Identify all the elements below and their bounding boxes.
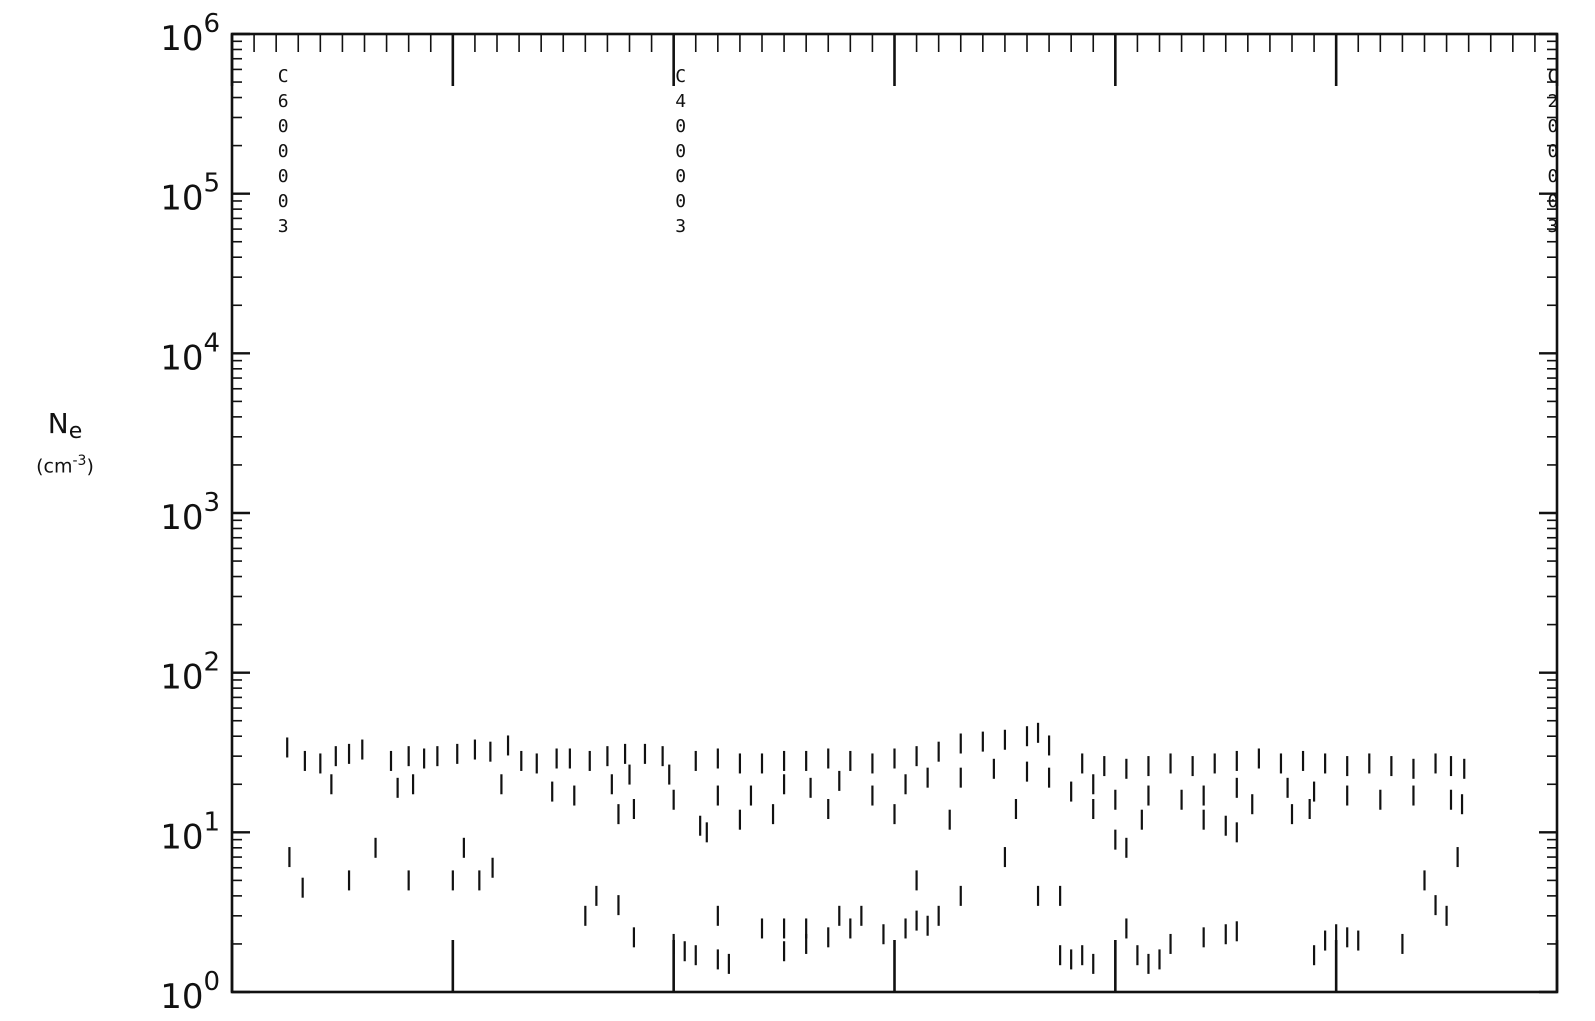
annotation-char: 6 bbox=[278, 91, 289, 112]
y-axis-label: Ne (cm-3) bbox=[10, 408, 120, 479]
annotation-char: 0 bbox=[675, 141, 686, 162]
annotation-char: 0 bbox=[278, 141, 289, 162]
y-tick-label: 100 bbox=[160, 967, 220, 1017]
data-marks bbox=[286, 722, 1466, 974]
series-annotation: C 2 0 0 0 0 3 bbox=[1548, 66, 1559, 237]
y-tick-label: 101 bbox=[160, 807, 220, 857]
y-tick-label: 102 bbox=[160, 648, 220, 698]
series-annotation: C 4 0 0 0 0 3 bbox=[675, 66, 686, 237]
series-annotation: C 6 0 0 0 0 3 bbox=[278, 66, 289, 237]
annotation-char: 0 bbox=[1548, 191, 1559, 212]
annotation-char: C bbox=[675, 66, 686, 87]
annotation-char: 3 bbox=[675, 216, 686, 237]
y-tick-labels: 100 101 102 103 104 105 106 bbox=[160, 9, 220, 1017]
y-tick-label: 105 bbox=[160, 169, 220, 219]
annotation-char: 0 bbox=[1548, 141, 1559, 162]
annotation-char: C bbox=[1548, 66, 1559, 87]
annotation-char: 0 bbox=[278, 191, 289, 212]
series-annotations: C 6 0 0 0 0 3 C 4 0 0 0 0 3 C 2 0 0 0 0 3 bbox=[278, 66, 1559, 237]
y-tick-label: 106 bbox=[160, 9, 220, 59]
annotation-char: 4 bbox=[675, 91, 686, 112]
annotation-char: 0 bbox=[675, 116, 686, 137]
minor-ticks bbox=[231, 34, 1558, 945]
annotation-char: 0 bbox=[675, 191, 686, 212]
major-ticks bbox=[230, 32, 1559, 994]
annotation-char: 3 bbox=[1548, 216, 1559, 237]
y-axis-unit: (cm-3) bbox=[36, 453, 94, 478]
annotation-char: 0 bbox=[1548, 166, 1559, 187]
annotation-char: 2 bbox=[1548, 91, 1559, 112]
y-tick-label: 104 bbox=[160, 328, 220, 378]
y-tick-label: 103 bbox=[160, 488, 220, 538]
annotation-char: 3 bbox=[278, 216, 289, 237]
annotation-char: 0 bbox=[1548, 116, 1559, 137]
annotation-char: 0 bbox=[278, 116, 289, 137]
plot-frame bbox=[230, 32, 1559, 994]
annotation-char: C bbox=[278, 66, 289, 87]
annotation-char: 0 bbox=[278, 166, 289, 187]
annotation-char: 0 bbox=[675, 166, 686, 187]
y-axis-symbol: Ne bbox=[47, 407, 83, 445]
